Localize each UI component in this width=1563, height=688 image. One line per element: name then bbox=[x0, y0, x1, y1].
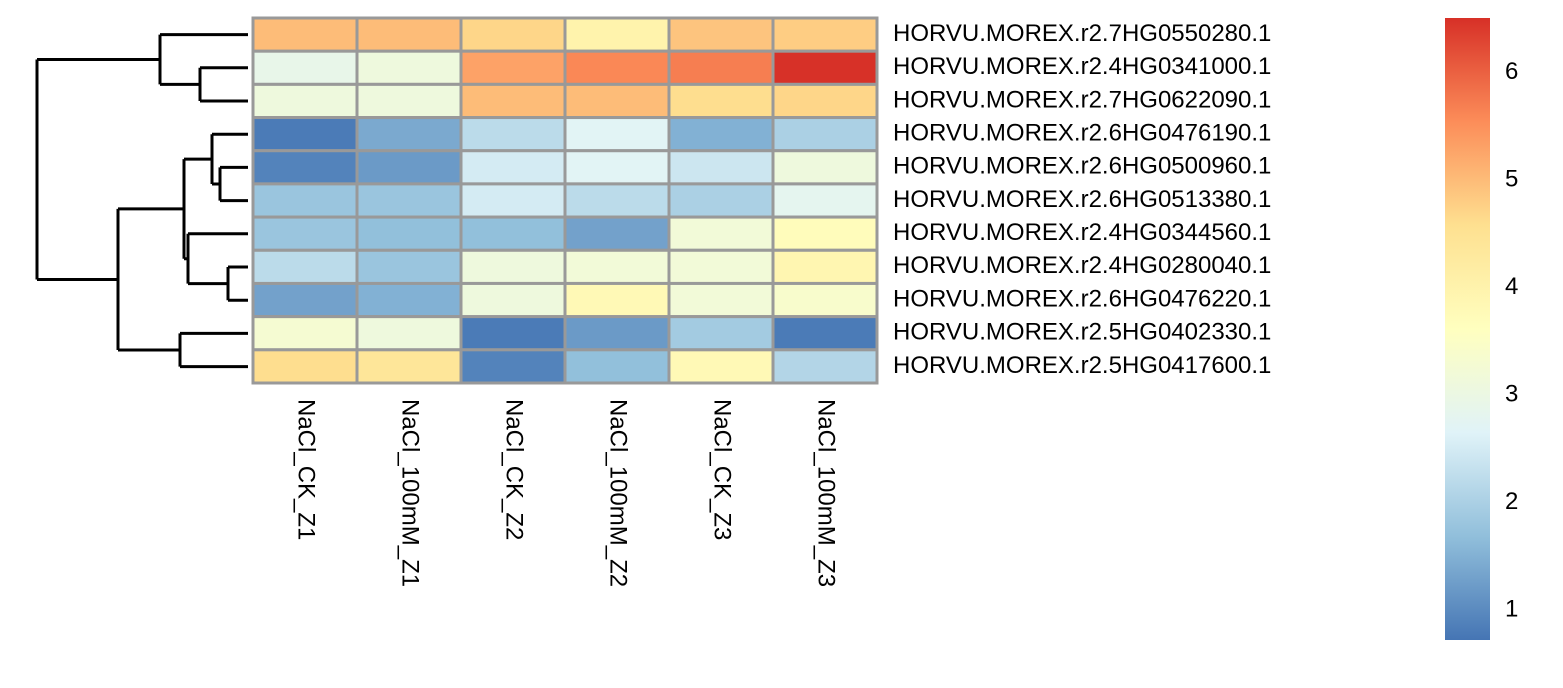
row-label: HORVU.MOREX.r2.4HG0280040.1 bbox=[893, 252, 1271, 279]
heatmap-cell bbox=[251, 348, 359, 385]
color-bar-tick-label: 4 bbox=[1505, 273, 1518, 300]
heatmap-cell bbox=[459, 149, 567, 186]
heatmap-cell bbox=[459, 82, 567, 120]
heatmap-cell bbox=[667, 215, 775, 252]
heatmap-cell bbox=[251, 182, 359, 219]
row-label: HORVU.MOREX.r2.7HG0622090.1 bbox=[893, 86, 1271, 113]
heatmap-cell bbox=[563, 348, 671, 385]
heatmap-cell bbox=[771, 348, 879, 385]
row-label: HORVU.MOREX.r2.5HG0417600.1 bbox=[893, 352, 1271, 379]
heatmap-cell bbox=[355, 281, 463, 319]
heatmap-cell bbox=[251, 116, 359, 153]
color-bar bbox=[1445, 18, 1490, 640]
heatmap-cell bbox=[667, 248, 775, 285]
heatmap-cell bbox=[251, 49, 359, 86]
heatmap-cell bbox=[563, 82, 671, 120]
column-label: NaCl_100mM_Z3 bbox=[813, 399, 840, 587]
column-label: NaCl_100mM_Z2 bbox=[605, 399, 632, 587]
heatmap-cell bbox=[355, 182, 463, 219]
row-label: HORVU.MOREX.r2.6HG0513380.1 bbox=[893, 186, 1271, 213]
color-bar-tick-label: 1 bbox=[1505, 595, 1518, 622]
column-label: NaCl_CK_Z3 bbox=[709, 399, 736, 540]
heatmap-cell bbox=[563, 248, 671, 285]
heatmap-cell bbox=[355, 348, 463, 385]
heatmap-cell bbox=[667, 116, 775, 153]
heatmap-cell bbox=[251, 149, 359, 186]
heatmap-cell bbox=[251, 315, 359, 352]
heatmap-cell bbox=[355, 215, 463, 252]
heatmap-cell bbox=[667, 348, 775, 385]
heatmap-cell bbox=[771, 16, 879, 53]
heatmap-cell bbox=[459, 315, 567, 352]
column-label: NaCl_100mM_Z1 bbox=[397, 399, 424, 587]
row-label: HORVU.MOREX.r2.6HG0476220.1 bbox=[893, 285, 1271, 312]
heatmap-cell bbox=[667, 281, 775, 319]
heatmap-cell bbox=[355, 16, 463, 53]
row-label: HORVU.MOREX.r2.7HG0550280.1 bbox=[893, 20, 1271, 47]
heatmap-cell bbox=[563, 182, 671, 219]
heatmap-cell bbox=[667, 149, 775, 186]
color-bar-tick-label: 2 bbox=[1505, 488, 1518, 515]
row-label: HORVU.MOREX.r2.4HG0341000.1 bbox=[893, 53, 1271, 80]
heatmap-cell bbox=[355, 315, 463, 352]
row-label: HORVU.MOREX.r2.4HG0344560.1 bbox=[893, 219, 1271, 246]
heatmap-cell bbox=[251, 215, 359, 252]
heatmap-cell bbox=[563, 49, 671, 86]
heatmap-cell bbox=[459, 116, 567, 153]
row-dendrogram bbox=[35, 33, 248, 369]
heatmap-cell bbox=[355, 248, 463, 285]
heatmap-cell bbox=[355, 116, 463, 153]
heatmap-cell bbox=[459, 49, 567, 86]
heatmap-cell bbox=[459, 281, 567, 319]
color-bar-tick-label: 6 bbox=[1505, 58, 1518, 85]
heatmap-cell bbox=[667, 49, 775, 86]
heatmap-cell bbox=[771, 182, 879, 219]
heatmap-cell bbox=[771, 49, 879, 86]
row-label: HORVU.MOREX.r2.5HG0402330.1 bbox=[893, 319, 1271, 346]
heatmap-cell bbox=[459, 16, 567, 53]
row-label: HORVU.MOREX.r2.6HG0476190.1 bbox=[893, 119, 1271, 146]
heatmap-cell bbox=[771, 281, 879, 319]
heatmap-cell bbox=[563, 116, 671, 153]
heatmap-cell bbox=[667, 315, 775, 352]
heatmap-cell bbox=[563, 215, 671, 252]
heatmap-cell bbox=[771, 248, 879, 285]
heatmap-cell bbox=[771, 116, 879, 153]
heatmap-cell bbox=[563, 315, 671, 352]
heatmap-cell bbox=[355, 49, 463, 86]
heatmap-cell bbox=[459, 348, 567, 385]
heatmap-cell bbox=[667, 82, 775, 120]
heatmap-cell bbox=[563, 149, 671, 186]
heatmap-cell bbox=[771, 82, 879, 120]
heatmap-cell bbox=[771, 215, 879, 252]
heatmap-cell bbox=[667, 182, 775, 219]
heatmap-cell bbox=[459, 215, 567, 252]
heatmap-cell bbox=[459, 182, 567, 219]
heatmap-cell bbox=[771, 315, 879, 352]
color-bar-tick-label: 3 bbox=[1505, 380, 1518, 407]
column-label: NaCl_CK_Z2 bbox=[501, 399, 528, 540]
heatmap-cell bbox=[251, 248, 359, 285]
column-label: NaCl_CK_Z1 bbox=[293, 399, 320, 540]
heatmap-cell bbox=[771, 149, 879, 186]
heatmap-cell bbox=[355, 149, 463, 186]
heatmap-cell bbox=[563, 281, 671, 319]
heatmap-cell bbox=[667, 16, 775, 53]
heatmap-cell bbox=[251, 82, 359, 120]
heatmap-cell bbox=[563, 16, 671, 53]
heatmap-cell bbox=[355, 82, 463, 120]
color-bar-tick-label: 5 bbox=[1505, 166, 1518, 193]
heatmap-cell bbox=[251, 281, 359, 319]
heatmap-cell bbox=[251, 16, 359, 53]
row-label: HORVU.MOREX.r2.6HG0500960.1 bbox=[893, 153, 1271, 180]
heatmap-cell bbox=[459, 248, 567, 285]
